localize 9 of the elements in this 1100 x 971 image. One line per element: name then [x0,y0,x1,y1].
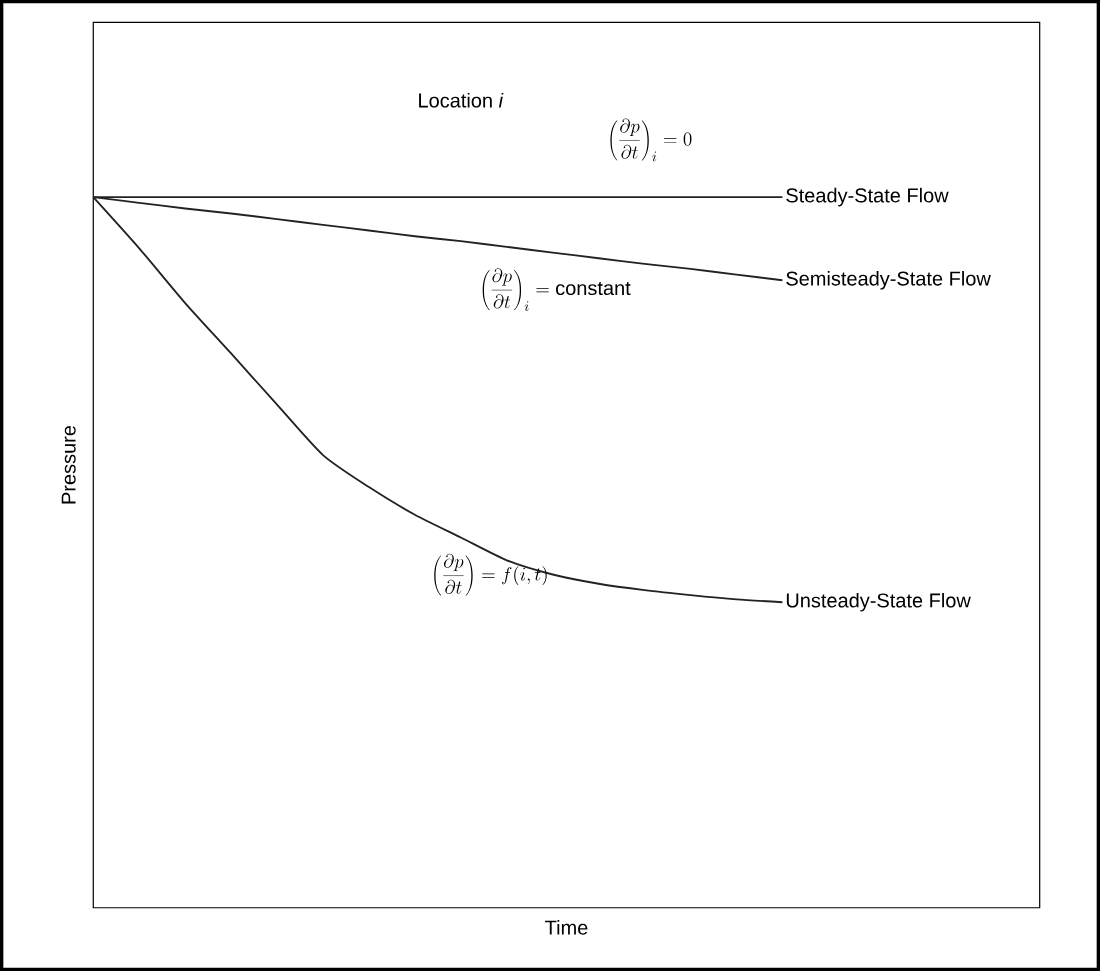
text: $\left(\frac{\partial p}{\partial t}\right)_i = 0$ [610,118,692,162]
y-axis-title: Pressure [61,425,76,504]
text: Location i [419,92,504,108]
annotation: $\left(\frac{\partial p}{\partial t}\right)_i = \mbox{constant}$ [482,268,631,311]
series-label: Steady-State Flow [786,187,949,207]
annotation: $\left(\frac{\partial p}{\partial t}\right) = f(i,t)$ [434,553,547,596]
series-label: Unsteady-State Flow [786,592,971,612]
x-axis-title: Time [545,920,588,935]
series-label: Semisteady-State Flow [786,270,991,290]
